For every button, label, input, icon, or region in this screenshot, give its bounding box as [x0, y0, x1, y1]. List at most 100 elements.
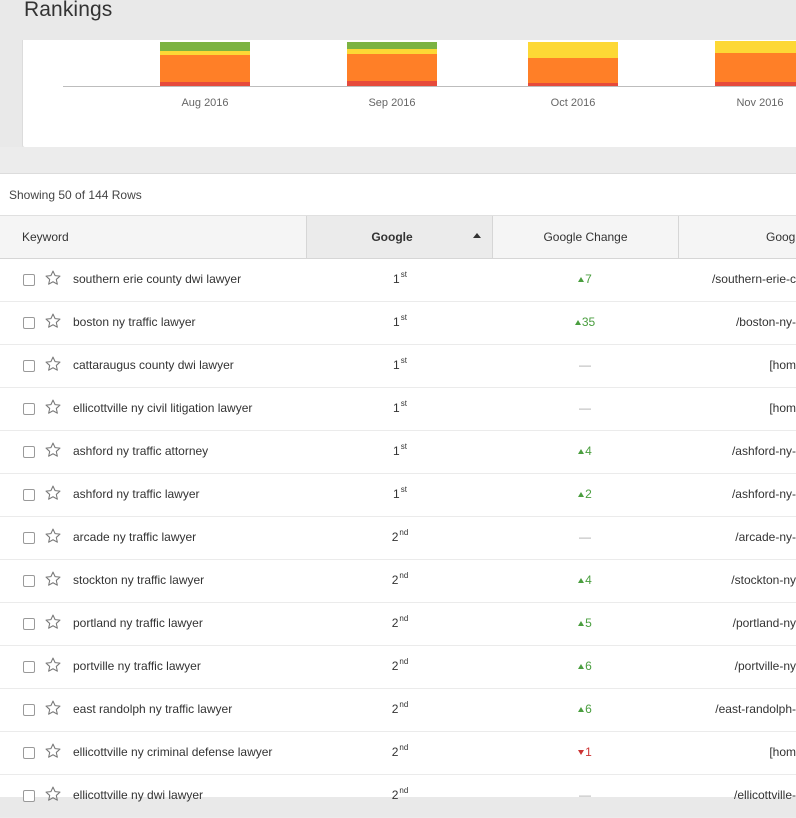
table-row[interactable]: east randolph ny traffic lawyer 2nd 6/east… — [0, 688, 796, 732]
bar-segment-orange[interactable] — [528, 58, 618, 83]
table-row[interactable]: ashford ny traffic attorney 1st 4/ashford-… — [0, 430, 796, 474]
bar-segment-yellow[interactable] — [528, 42, 618, 58]
row-checkbox[interactable] — [23, 532, 35, 544]
keyword-cell[interactable]: ellicottville ny dwi lawyer — [73, 788, 204, 802]
url-cell[interactable]: /boston-ny- — [735, 315, 796, 329]
url-cell[interactable]: /portland-ny — [732, 616, 796, 630]
table-row[interactable]: cattaraugus county dwi lawyer 1st — [hom — [0, 344, 796, 388]
url-cell[interactable]: /portville-ny — [734, 659, 796, 673]
keyword-cell[interactable]: portland ny traffic lawyer — [73, 616, 203, 630]
bar-segment-orange[interactable] — [347, 54, 437, 81]
rank-value: 1 — [393, 272, 400, 286]
url-cell[interactable]: /ashford-ny- — [731, 444, 796, 458]
row-checkbox[interactable] — [23, 661, 35, 673]
url-cell[interactable]: /ellicottville- — [733, 788, 796, 802]
bar-segment-orange[interactable] — [715, 53, 796, 82]
star-icon[interactable] — [44, 269, 62, 287]
star-icon[interactable] — [44, 398, 62, 416]
url-cell[interactable]: [hom — [769, 401, 796, 415]
row-checkbox[interactable] — [23, 446, 35, 458]
star-icon[interactable] — [44, 785, 62, 803]
row-checkbox[interactable] — [23, 747, 35, 759]
row-checkbox[interactable] — [23, 618, 35, 630]
bar-segment-red[interactable] — [347, 81, 437, 86]
table-row[interactable]: portland ny traffic lawyer 2nd 5/portland-… — [0, 602, 796, 646]
keyword-cell[interactable]: southern erie county dwi lawyer — [73, 272, 242, 286]
row-checkbox[interactable] — [23, 489, 35, 501]
column-divider[interactable] — [678, 216, 679, 258]
rank-value: 2 — [391, 702, 399, 716]
url-cell[interactable]: [hom — [769, 358, 796, 372]
rank-value: 2 — [391, 530, 399, 544]
star-icon[interactable] — [44, 570, 62, 588]
keyword-cell[interactable]: east randolph ny traffic lawyer — [73, 702, 233, 716]
star-icon[interactable] — [44, 699, 62, 717]
change-value: 6 — [585, 659, 592, 673]
url-cell[interactable]: /arcade-ny- — [735, 530, 796, 544]
keyword-cell[interactable]: boston ny traffic lawyer — [73, 315, 196, 329]
table-row[interactable]: ellicottville ny civil litigation lawyer… — [0, 387, 796, 431]
url-cell[interactable]: /southern-erie-c — [711, 272, 796, 286]
url-cell[interactable]: /east-randolph- — [715, 702, 796, 716]
keyword-cell[interactable]: ashford ny traffic attorney — [73, 444, 209, 458]
column-divider[interactable] — [306, 216, 307, 258]
table-row[interactable]: ellicottville ny dwi lawyer 2nd — /ellicott… — [0, 774, 796, 818]
url-cell[interactable]: [hom — [769, 745, 796, 759]
row-checkbox[interactable] — [23, 274, 35, 286]
rank-cell: 2nd — [350, 743, 450, 759]
table-row[interactable]: portville ny traffic lawyer 2nd 6/portvill… — [0, 645, 796, 689]
keyword-cell[interactable]: cattaraugus county dwi lawyer — [73, 358, 234, 372]
keyword-cell[interactable]: stockton ny traffic lawyer — [73, 573, 205, 587]
column-google[interactable]: Google — [371, 230, 413, 244]
column-divider[interactable] — [492, 216, 493, 258]
keyword-cell[interactable]: arcade ny traffic lawyer — [73, 530, 197, 544]
table-row[interactable]: boston ny traffic lawyer 1st 35/boston-ny- — [0, 301, 796, 345]
sort-ascending-icon[interactable] — [473, 233, 481, 238]
bar-segment-yellow[interactable] — [160, 51, 250, 55]
row-checkbox[interactable] — [23, 403, 35, 415]
rank-suffix: st — [400, 485, 407, 494]
table-row[interactable]: ellicottville ny criminal defense lawyer… — [0, 731, 796, 775]
bar-segment-yellow[interactable] — [715, 41, 796, 53]
bar-segment-yellow[interactable] — [347, 49, 437, 54]
keyword-cell[interactable]: ashford ny traffic lawyer — [73, 487, 200, 501]
arrow-up-icon — [578, 578, 585, 583]
table-row[interactable]: southern erie county dwi lawyer 1st 7/sout… — [0, 258, 796, 302]
star-icon[interactable] — [44, 484, 62, 502]
row-checkbox[interactable] — [23, 360, 35, 372]
bar-segment-orange[interactable] — [160, 55, 250, 82]
column-keyword[interactable]: Keyword — [22, 230, 69, 244]
row-checkbox[interactable] — [23, 317, 35, 329]
table-row[interactable]: stockton ny traffic lawyer 2nd 4/stockton-… — [0, 559, 796, 603]
star-icon[interactable] — [44, 527, 62, 545]
star-icon[interactable] — [44, 312, 62, 330]
column-google-url[interactable]: Goog — [766, 230, 796, 244]
keyword-cell[interactable]: portville ny traffic lawyer — [73, 659, 201, 673]
keyword-cell[interactable]: ellicottville ny civil litigation lawyer — [73, 401, 253, 415]
keyword-cell[interactable]: ellicottville ny criminal defense lawyer — [73, 745, 273, 759]
chart-svg: Aug 2016 Sep 2016 Oct 2016 Nov 2016 — [63, 41, 796, 109]
star-icon[interactable] — [44, 656, 62, 674]
bar-segment-red[interactable] — [160, 82, 250, 86]
rank-cell: 1st — [350, 485, 450, 501]
star-icon[interactable] — [44, 441, 62, 459]
rank-cell: 1st — [350, 356, 450, 372]
column-google-change[interactable]: Google Change — [543, 230, 628, 244]
star-icon[interactable] — [44, 742, 62, 760]
row-checkbox[interactable] — [23, 790, 35, 802]
table-row[interactable]: arcade ny traffic lawyer 2nd — /arcade-ny- — [0, 516, 796, 560]
star-icon[interactable] — [44, 355, 62, 373]
table-row[interactable]: ashford ny traffic lawyer 1st 2/ashford-ny… — [0, 473, 796, 517]
bar-segment-red[interactable] — [528, 83, 618, 86]
url-cell[interactable]: /ashford-ny- — [731, 487, 796, 501]
change-value: 6 — [585, 702, 592, 716]
row-checkbox[interactable] — [23, 704, 35, 716]
bar-segment-green[interactable] — [347, 42, 437, 49]
bar-segment-green[interactable] — [160, 42, 250, 51]
bar-segment-red[interactable] — [715, 82, 796, 86]
arrow-down-icon — [578, 750, 585, 755]
rank-cell: 2nd — [350, 657, 450, 673]
row-checkbox[interactable] — [23, 575, 35, 587]
star-icon[interactable] — [44, 613, 62, 631]
url-cell[interactable]: /stockton-ny — [731, 573, 796, 587]
